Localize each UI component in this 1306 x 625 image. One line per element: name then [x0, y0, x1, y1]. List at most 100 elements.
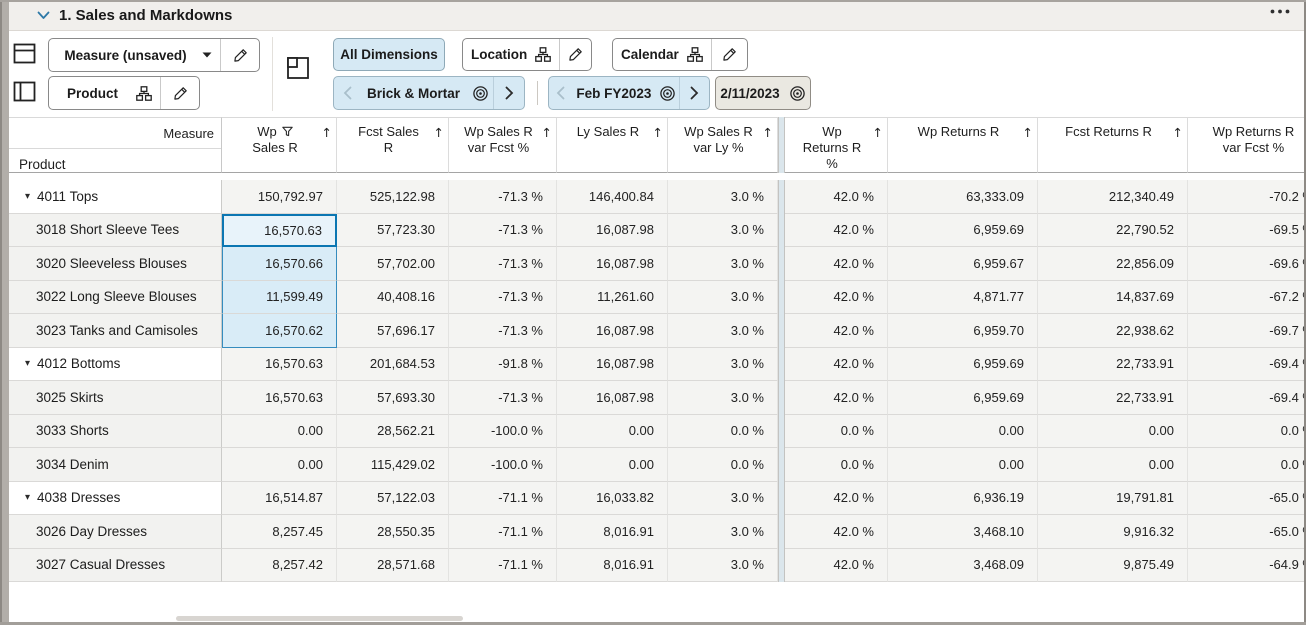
- grid-cell[interactable]: 3.0 %: [668, 347, 778, 381]
- grid-cell[interactable]: 8,016.91: [557, 515, 668, 549]
- grid-cell[interactable]: 6,959.67: [888, 247, 1038, 281]
- grid-cell[interactable]: 201,684.53: [337, 347, 449, 381]
- grid-cell[interactable]: 16,570.63: [222, 213, 337, 247]
- grid-cell[interactable]: 42.0 %: [785, 213, 888, 247]
- grid-cell[interactable]: -71.3 %: [449, 381, 557, 415]
- product-row-header[interactable]: 3025 Skirts: [9, 381, 222, 415]
- grid-cell[interactable]: 146,400.84: [557, 180, 668, 214]
- grid-cell[interactable]: 0.00: [888, 448, 1038, 482]
- grid-cell[interactable]: -69.6 %: [1188, 247, 1304, 281]
- grid-cell[interactable]: -65.0 %: [1188, 515, 1304, 549]
- grid-cell[interactable]: -100.0 %: [449, 414, 557, 448]
- product-row-header[interactable]: 3027 Casual Dresses: [9, 548, 222, 582]
- grid-cell[interactable]: 16,087.98: [557, 381, 668, 415]
- grid-cell[interactable]: 4,871.77: [888, 280, 1038, 314]
- grid-cell[interactable]: -71.3 %: [449, 180, 557, 214]
- grid-cell[interactable]: 28,562.21: [337, 414, 449, 448]
- grid-cell[interactable]: 3.0 %: [668, 381, 778, 415]
- grid-cell[interactable]: 0.00: [1038, 414, 1188, 448]
- grid-cell[interactable]: 57,122.03: [337, 481, 449, 515]
- grid-cell[interactable]: 11,261.60: [557, 280, 668, 314]
- grid-cell[interactable]: 0.00: [1038, 448, 1188, 482]
- grid-cell[interactable]: 42.0 %: [785, 381, 888, 415]
- date-page-tile[interactable]: 2/11/2023: [715, 76, 811, 110]
- grid-cell[interactable]: 57,702.00: [337, 247, 449, 281]
- target-date-icon[interactable]: [784, 77, 810, 109]
- target-period-icon[interactable]: [655, 77, 678, 109]
- grid-cell[interactable]: 0.00: [888, 414, 1038, 448]
- grid-cell[interactable]: 11,599.49: [222, 280, 337, 314]
- grid-cell[interactable]: 22,733.91: [1038, 347, 1188, 381]
- collapse-row-icon[interactable]: ▾: [25, 190, 31, 202]
- grid-cell[interactable]: 3.0 %: [668, 548, 778, 582]
- grid-cell[interactable]: 0.00: [557, 448, 668, 482]
- grid-cell[interactable]: 0.0 %: [785, 414, 888, 448]
- grid-cell[interactable]: -91.8 %: [449, 347, 557, 381]
- grid-cell[interactable]: 8,257.45: [222, 515, 337, 549]
- product-row-header[interactable]: 3022 Long Sleeve Blouses: [9, 280, 222, 314]
- grid-cell[interactable]: 57,723.30: [337, 213, 449, 247]
- grid-cell[interactable]: 212,340.49: [1038, 180, 1188, 214]
- grid-cell[interactable]: 42.0 %: [785, 481, 888, 515]
- grid-cell[interactable]: -100.0 %: [449, 448, 557, 482]
- product-row-header[interactable]: 3020 Sleeveless Blouses: [9, 247, 222, 281]
- grid-cell[interactable]: -67.2 %: [1188, 280, 1304, 314]
- pane-splitter[interactable]: [778, 280, 785, 314]
- next-period-icon[interactable]: [678, 77, 709, 109]
- product-row-header[interactable]: 3033 Shorts: [9, 414, 222, 448]
- grid-cell[interactable]: 42.0 %: [785, 247, 888, 281]
- pane-splitter[interactable]: [778, 314, 785, 348]
- grid-cell[interactable]: 16,087.98: [557, 213, 668, 247]
- grid-cell[interactable]: 57,693.30: [337, 381, 449, 415]
- grid-cell[interactable]: 42.0 %: [785, 515, 888, 549]
- grid-cell[interactable]: 0.0 %: [668, 448, 778, 482]
- calendar-page-tile[interactable]: Feb FY2023: [548, 76, 710, 110]
- grid-cell[interactable]: 22,856.09: [1038, 247, 1188, 281]
- next-location-icon[interactable]: [493, 77, 524, 109]
- grid-cell[interactable]: -71.1 %: [449, 515, 557, 549]
- grid-cell[interactable]: 42.0 %: [785, 280, 888, 314]
- grid-cell[interactable]: -71.1 %: [449, 548, 557, 582]
- pane-splitter[interactable]: [778, 414, 785, 448]
- grid-cell[interactable]: 42.0 %: [785, 548, 888, 582]
- grid-cell[interactable]: 115,429.02: [337, 448, 449, 482]
- overflow-menu-icon[interactable]: [1270, 9, 1290, 14]
- grid-cell[interactable]: 19,791.81: [1038, 481, 1188, 515]
- grid-cell[interactable]: 6,936.19: [888, 481, 1038, 515]
- product-row-header[interactable]: ▾ 4012 Bottoms: [9, 347, 222, 381]
- grid-cell[interactable]: 3.0 %: [668, 280, 778, 314]
- grid-cell[interactable]: 6,959.70: [888, 314, 1038, 348]
- pane-splitter[interactable]: [778, 117, 785, 173]
- all-dimensions-button[interactable]: All Dimensions: [333, 38, 445, 71]
- column-header[interactable]: Fcst Returns R ↑: [1038, 117, 1188, 173]
- pane-splitter[interactable]: [778, 247, 785, 281]
- product-row-header[interactable]: 3023 Tanks and Camisoles: [9, 314, 222, 348]
- edit-measures-button[interactable]: [220, 39, 259, 71]
- grid-cell[interactable]: 9,875.49: [1038, 548, 1188, 582]
- grid-cell[interactable]: 16,087.98: [557, 314, 668, 348]
- grid-cell[interactable]: 16,570.63: [222, 381, 337, 415]
- grid-cell[interactable]: -69.5 %: [1188, 213, 1304, 247]
- grid-cell[interactable]: -69.7 %: [1188, 314, 1304, 348]
- pane-splitter[interactable]: [778, 548, 785, 582]
- grid-cell[interactable]: -65.0 %: [1188, 481, 1304, 515]
- previous-period-icon[interactable]: [549, 77, 572, 109]
- rows-dimension-product-button[interactable]: Product: [48, 76, 200, 110]
- grid-cell[interactable]: 8,016.91: [557, 548, 668, 582]
- pane-splitter[interactable]: [778, 381, 785, 415]
- grid-cell[interactable]: 3.0 %: [668, 213, 778, 247]
- grid-cell[interactable]: 0.0 %: [668, 414, 778, 448]
- grid-cell[interactable]: -64.9 %: [1188, 548, 1304, 582]
- grid-cell[interactable]: 3.0 %: [668, 180, 778, 214]
- collapse-section-icon[interactable]: [37, 11, 50, 20]
- grid-cell[interactable]: 0.00: [222, 414, 337, 448]
- grid-cell[interactable]: 525,122.98: [337, 180, 449, 214]
- column-header[interactable]: Wp Returns R ↑: [888, 117, 1038, 173]
- grid-cell[interactable]: 16,087.98: [557, 247, 668, 281]
- measure-profile-dropdown[interactable]: Measure (unsaved): [48, 38, 260, 72]
- grid-cell[interactable]: 3.0 %: [668, 481, 778, 515]
- grid-cell[interactable]: 16,087.98: [557, 347, 668, 381]
- column-header[interactable]: Ly Sales R ↑: [557, 117, 668, 173]
- grid-cell[interactable]: 9,916.32: [1038, 515, 1188, 549]
- grid-cell[interactable]: 40,408.16: [337, 280, 449, 314]
